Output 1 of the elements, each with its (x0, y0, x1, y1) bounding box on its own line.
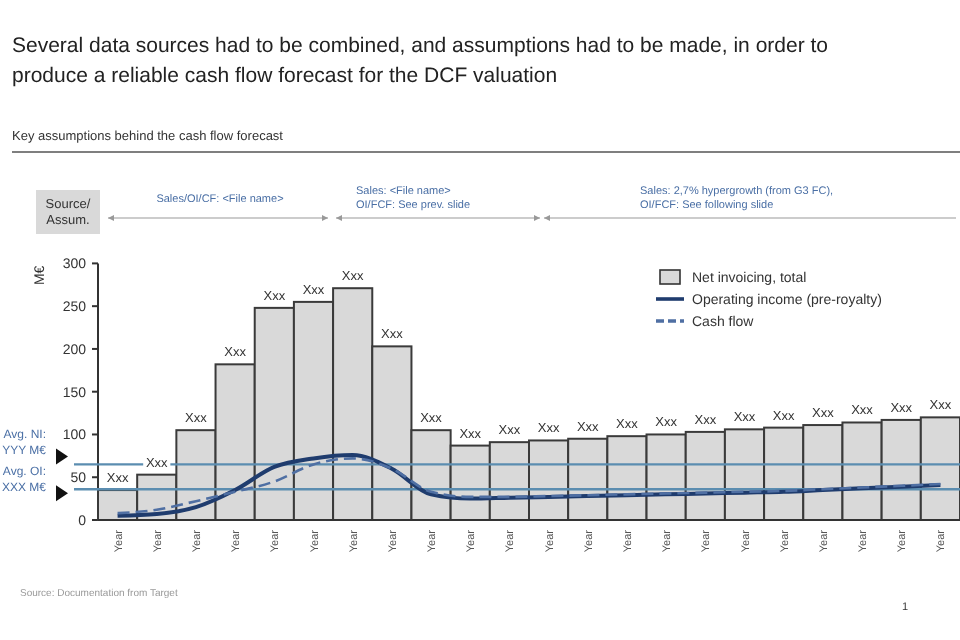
chart-title: Several data sources had to be combined, and assumptions had to be made, in order to produce a reliable cash flow forecast for the DCF valuation (12, 34, 829, 88)
